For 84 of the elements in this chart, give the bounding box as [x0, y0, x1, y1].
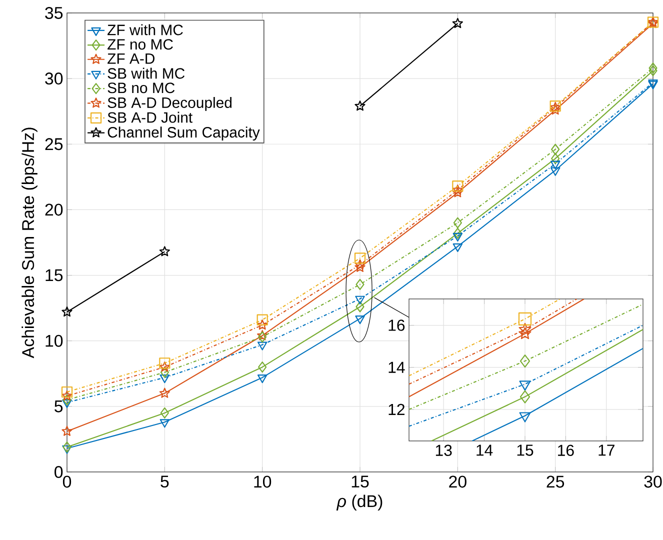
- x-tick-label: 30: [644, 476, 662, 488]
- legend-label: ZF no MC: [108, 39, 173, 50]
- legend-label: ZF A-D: [108, 53, 154, 64]
- point: [160, 407, 169, 419]
- point: [452, 232, 463, 242]
- point: [518, 322, 532, 335]
- point: [452, 187, 463, 198]
- point: [62, 394, 72, 406]
- point: [354, 252, 366, 264]
- point: [519, 412, 531, 422]
- point: [356, 278, 364, 290]
- legend-label: SB A-D Decoupled: [108, 96, 232, 111]
- y-tick-label: 16: [388, 320, 405, 331]
- point: [453, 217, 462, 228]
- point: [159, 246, 170, 256]
- point: [354, 262, 366, 272]
- point: [452, 180, 464, 192]
- point: [256, 314, 268, 326]
- y-tick-label: 35: [45, 6, 63, 19]
- point: [354, 100, 366, 111]
- legend-label: ZF with MC: [108, 24, 183, 36]
- point: [520, 390, 530, 404]
- point: [257, 320, 268, 330]
- point: [550, 167, 560, 176]
- legend-label: SB A-D Joint: [108, 112, 192, 123]
- legend-label: Channel Sum Capacity: [108, 126, 260, 141]
- point: [518, 312, 532, 326]
- point: [356, 301, 364, 312]
- legend-label: SB with MC: [108, 68, 185, 79]
- y-tick-label: 10: [46, 334, 63, 347]
- x-axis-title: ρ (dB): [336, 494, 382, 511]
- legend-label: SB no MC: [108, 82, 175, 94]
- point: [551, 144, 560, 155]
- point: [159, 358, 170, 369]
- point: [257, 374, 268, 384]
- x-tick-label: 20: [449, 476, 466, 488]
- x-tick-label: 15: [352, 476, 369, 488]
- point: [159, 362, 170, 372]
- y-tick-label: 15: [46, 269, 63, 282]
- x-tick-label: 5: [160, 476, 169, 488]
- y-tick-label: 25: [45, 138, 63, 150]
- point: [159, 388, 170, 398]
- point: [257, 342, 268, 350]
- x-tick-label: 0: [62, 476, 72, 488]
- point: [453, 228, 462, 239]
- y-tick-label: 30: [45, 72, 63, 85]
- point: [355, 315, 365, 324]
- x-tick-label: 17: [598, 444, 614, 456]
- x-tick-label: 13: [436, 444, 452, 456]
- y-tick-label: 14: [388, 362, 405, 373]
- point: [160, 419, 170, 428]
- point: [452, 184, 463, 195]
- point: [62, 426, 72, 436]
- point: [550, 104, 561, 115]
- point: [62, 306, 72, 317]
- y-tick-label: 0: [54, 466, 63, 478]
- x-tick-label: 14: [476, 444, 493, 456]
- point: [452, 243, 463, 252]
- x-tick-label: 25: [546, 476, 564, 488]
- y-tick-label: 5: [54, 400, 63, 412]
- point: [355, 296, 365, 304]
- point: [62, 390, 72, 401]
- point: [160, 374, 170, 384]
- point: [520, 354, 530, 368]
- point: [62, 399, 72, 408]
- point: [62, 442, 72, 453]
- point: [160, 366, 169, 378]
- point: [648, 65, 658, 76]
- point: [648, 62, 658, 74]
- x-tick-label: 15: [517, 444, 534, 456]
- y-axis-title: Achievable Sum Rate (bps/Hz): [22, 128, 38, 358]
- y-tick-label: 20: [45, 204, 63, 216]
- y-tick-label: 12: [388, 404, 404, 415]
- point: [519, 380, 531, 391]
- point: [62, 445, 72, 454]
- x-tick-label: 10: [254, 476, 272, 488]
- x-tick-label: 16: [558, 444, 574, 456]
- point: [61, 386, 73, 398]
- point: [354, 259, 366, 270]
- point: [550, 160, 560, 170]
- point: [551, 153, 560, 164]
- point: [518, 327, 532, 340]
- point: [452, 18, 463, 28]
- point: [258, 362, 267, 373]
